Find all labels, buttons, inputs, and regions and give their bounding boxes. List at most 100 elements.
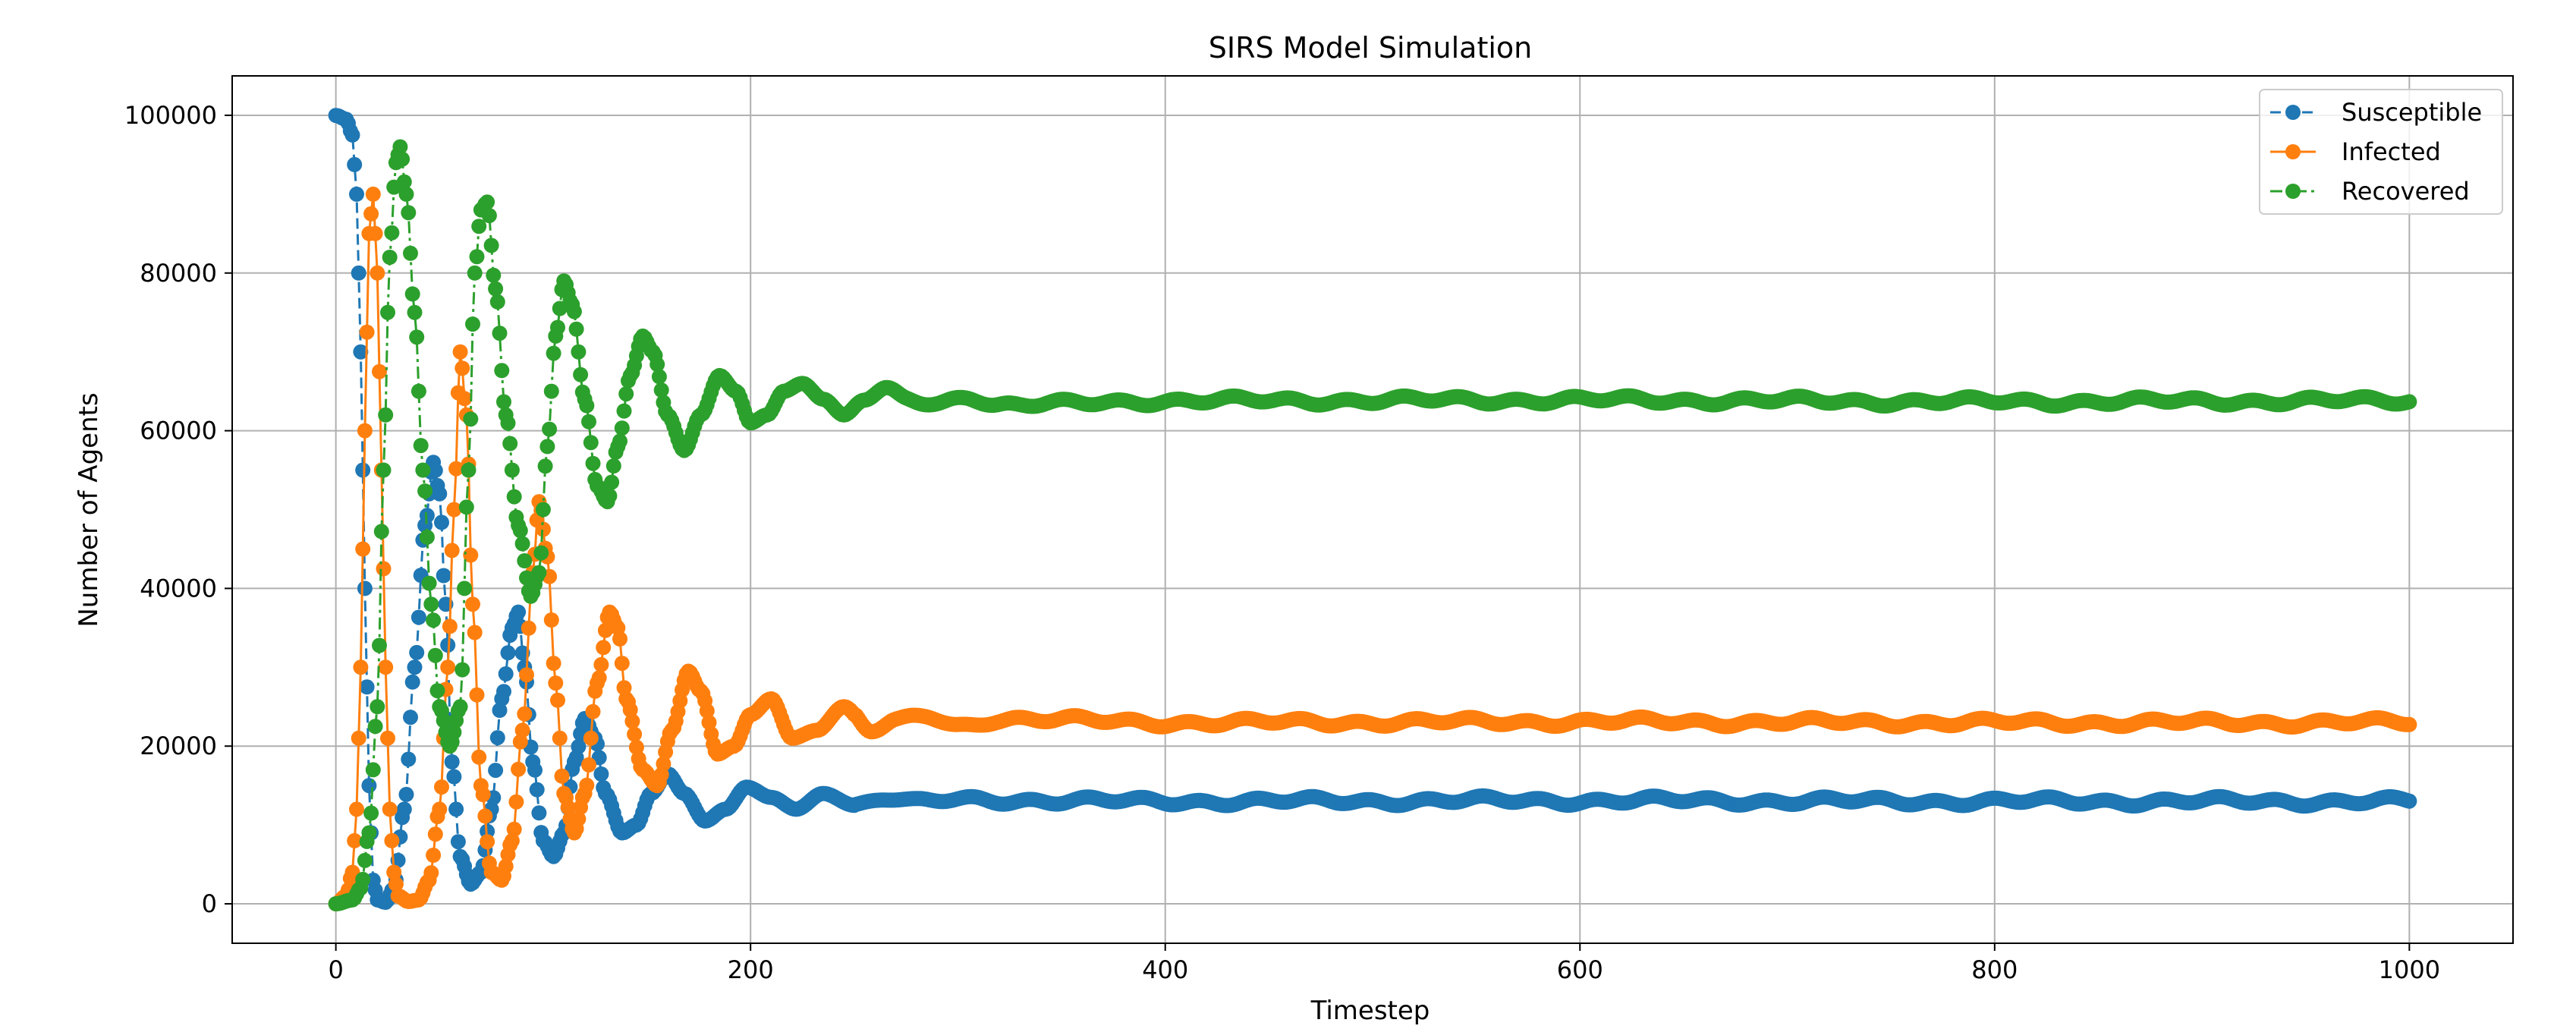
data-point (378, 659, 394, 675)
data-point (616, 403, 632, 419)
x-tick-label: 400 (1142, 955, 1188, 984)
data-point (380, 730, 395, 746)
data-point (519, 667, 534, 683)
data-point (475, 787, 491, 803)
data-point (604, 474, 620, 490)
x-tick-label: 0 (328, 955, 343, 984)
data-point (508, 794, 524, 810)
data-point (382, 250, 398, 265)
data-point (426, 612, 442, 628)
data-point (427, 462, 443, 478)
data-point (550, 319, 565, 335)
data-point (458, 499, 474, 515)
data-point (469, 687, 485, 703)
data-point (469, 249, 485, 265)
data-point (521, 620, 536, 636)
data-point (571, 344, 587, 360)
legend-marker-recovered (2285, 184, 2301, 199)
series-layer (328, 108, 2417, 911)
data-point (398, 786, 414, 802)
data-point (548, 675, 564, 691)
data-point (492, 703, 508, 718)
data-point (395, 151, 410, 167)
data-point (531, 805, 547, 821)
data-point (483, 238, 499, 253)
data-point (380, 304, 395, 320)
data-point (486, 267, 502, 283)
data-point (498, 858, 514, 874)
data-point (527, 762, 543, 778)
data-point (351, 730, 366, 746)
data-point (388, 876, 404, 892)
data-point (434, 779, 449, 795)
data-point (467, 625, 483, 640)
data-point (537, 458, 553, 474)
data-point (614, 420, 630, 436)
data-point (409, 644, 425, 660)
data-point (506, 489, 522, 505)
data-point (579, 777, 595, 793)
data-point (560, 799, 576, 815)
data-point (457, 581, 473, 596)
data-point (427, 826, 443, 842)
data-point (357, 581, 373, 596)
data-point (361, 778, 377, 794)
data-point (421, 575, 437, 591)
data-point (355, 871, 371, 887)
data-point (463, 411, 479, 427)
data-point (471, 749, 487, 765)
data-point (344, 127, 360, 143)
data-point (382, 801, 398, 817)
data-point (614, 656, 630, 672)
data-point (571, 738, 587, 754)
y-tick-label: 60000 (140, 417, 217, 445)
data-point (514, 536, 530, 552)
data-point (573, 367, 589, 382)
data-point (533, 545, 549, 561)
data-point (467, 265, 483, 281)
y-tick-label: 40000 (140, 574, 217, 603)
data-point (372, 363, 387, 379)
data-point (396, 801, 412, 817)
data-point (543, 612, 559, 628)
data-point (488, 763, 504, 779)
data-point (353, 344, 369, 360)
data-point (511, 604, 527, 620)
data-point (355, 541, 371, 557)
data-point (384, 832, 400, 848)
y-axis-label: Number of Agents (74, 392, 104, 627)
data-point (596, 640, 612, 656)
data-point (627, 726, 643, 742)
data-point (605, 458, 621, 474)
data-point (359, 679, 375, 695)
data-point (427, 647, 443, 663)
data-point (489, 730, 505, 746)
data-point (502, 436, 518, 452)
chart-title: SIRS Model Simulation (1209, 31, 1533, 65)
data-point (500, 415, 516, 431)
data-point (591, 670, 607, 686)
data-point (355, 462, 371, 478)
data-point (546, 656, 561, 672)
data-point (477, 808, 493, 824)
data-point (398, 186, 414, 202)
data-point (511, 761, 527, 777)
legend-marker-susceptible (2285, 105, 2301, 120)
data-point (512, 523, 528, 539)
data-point (550, 692, 565, 708)
data-point (444, 754, 460, 769)
y-tick-label: 80000 (140, 259, 217, 288)
data-point (351, 265, 366, 281)
data-point (492, 326, 508, 341)
data-point (612, 631, 627, 647)
data-point (359, 324, 375, 340)
x-axis-label: Timestep (1310, 996, 1430, 1026)
data-point (448, 461, 464, 477)
data-point (450, 834, 466, 850)
data-point (571, 811, 587, 827)
data-point (593, 656, 609, 672)
data-point (429, 683, 445, 699)
data-point (602, 488, 618, 504)
data-point (365, 762, 381, 778)
data-point (440, 659, 456, 675)
